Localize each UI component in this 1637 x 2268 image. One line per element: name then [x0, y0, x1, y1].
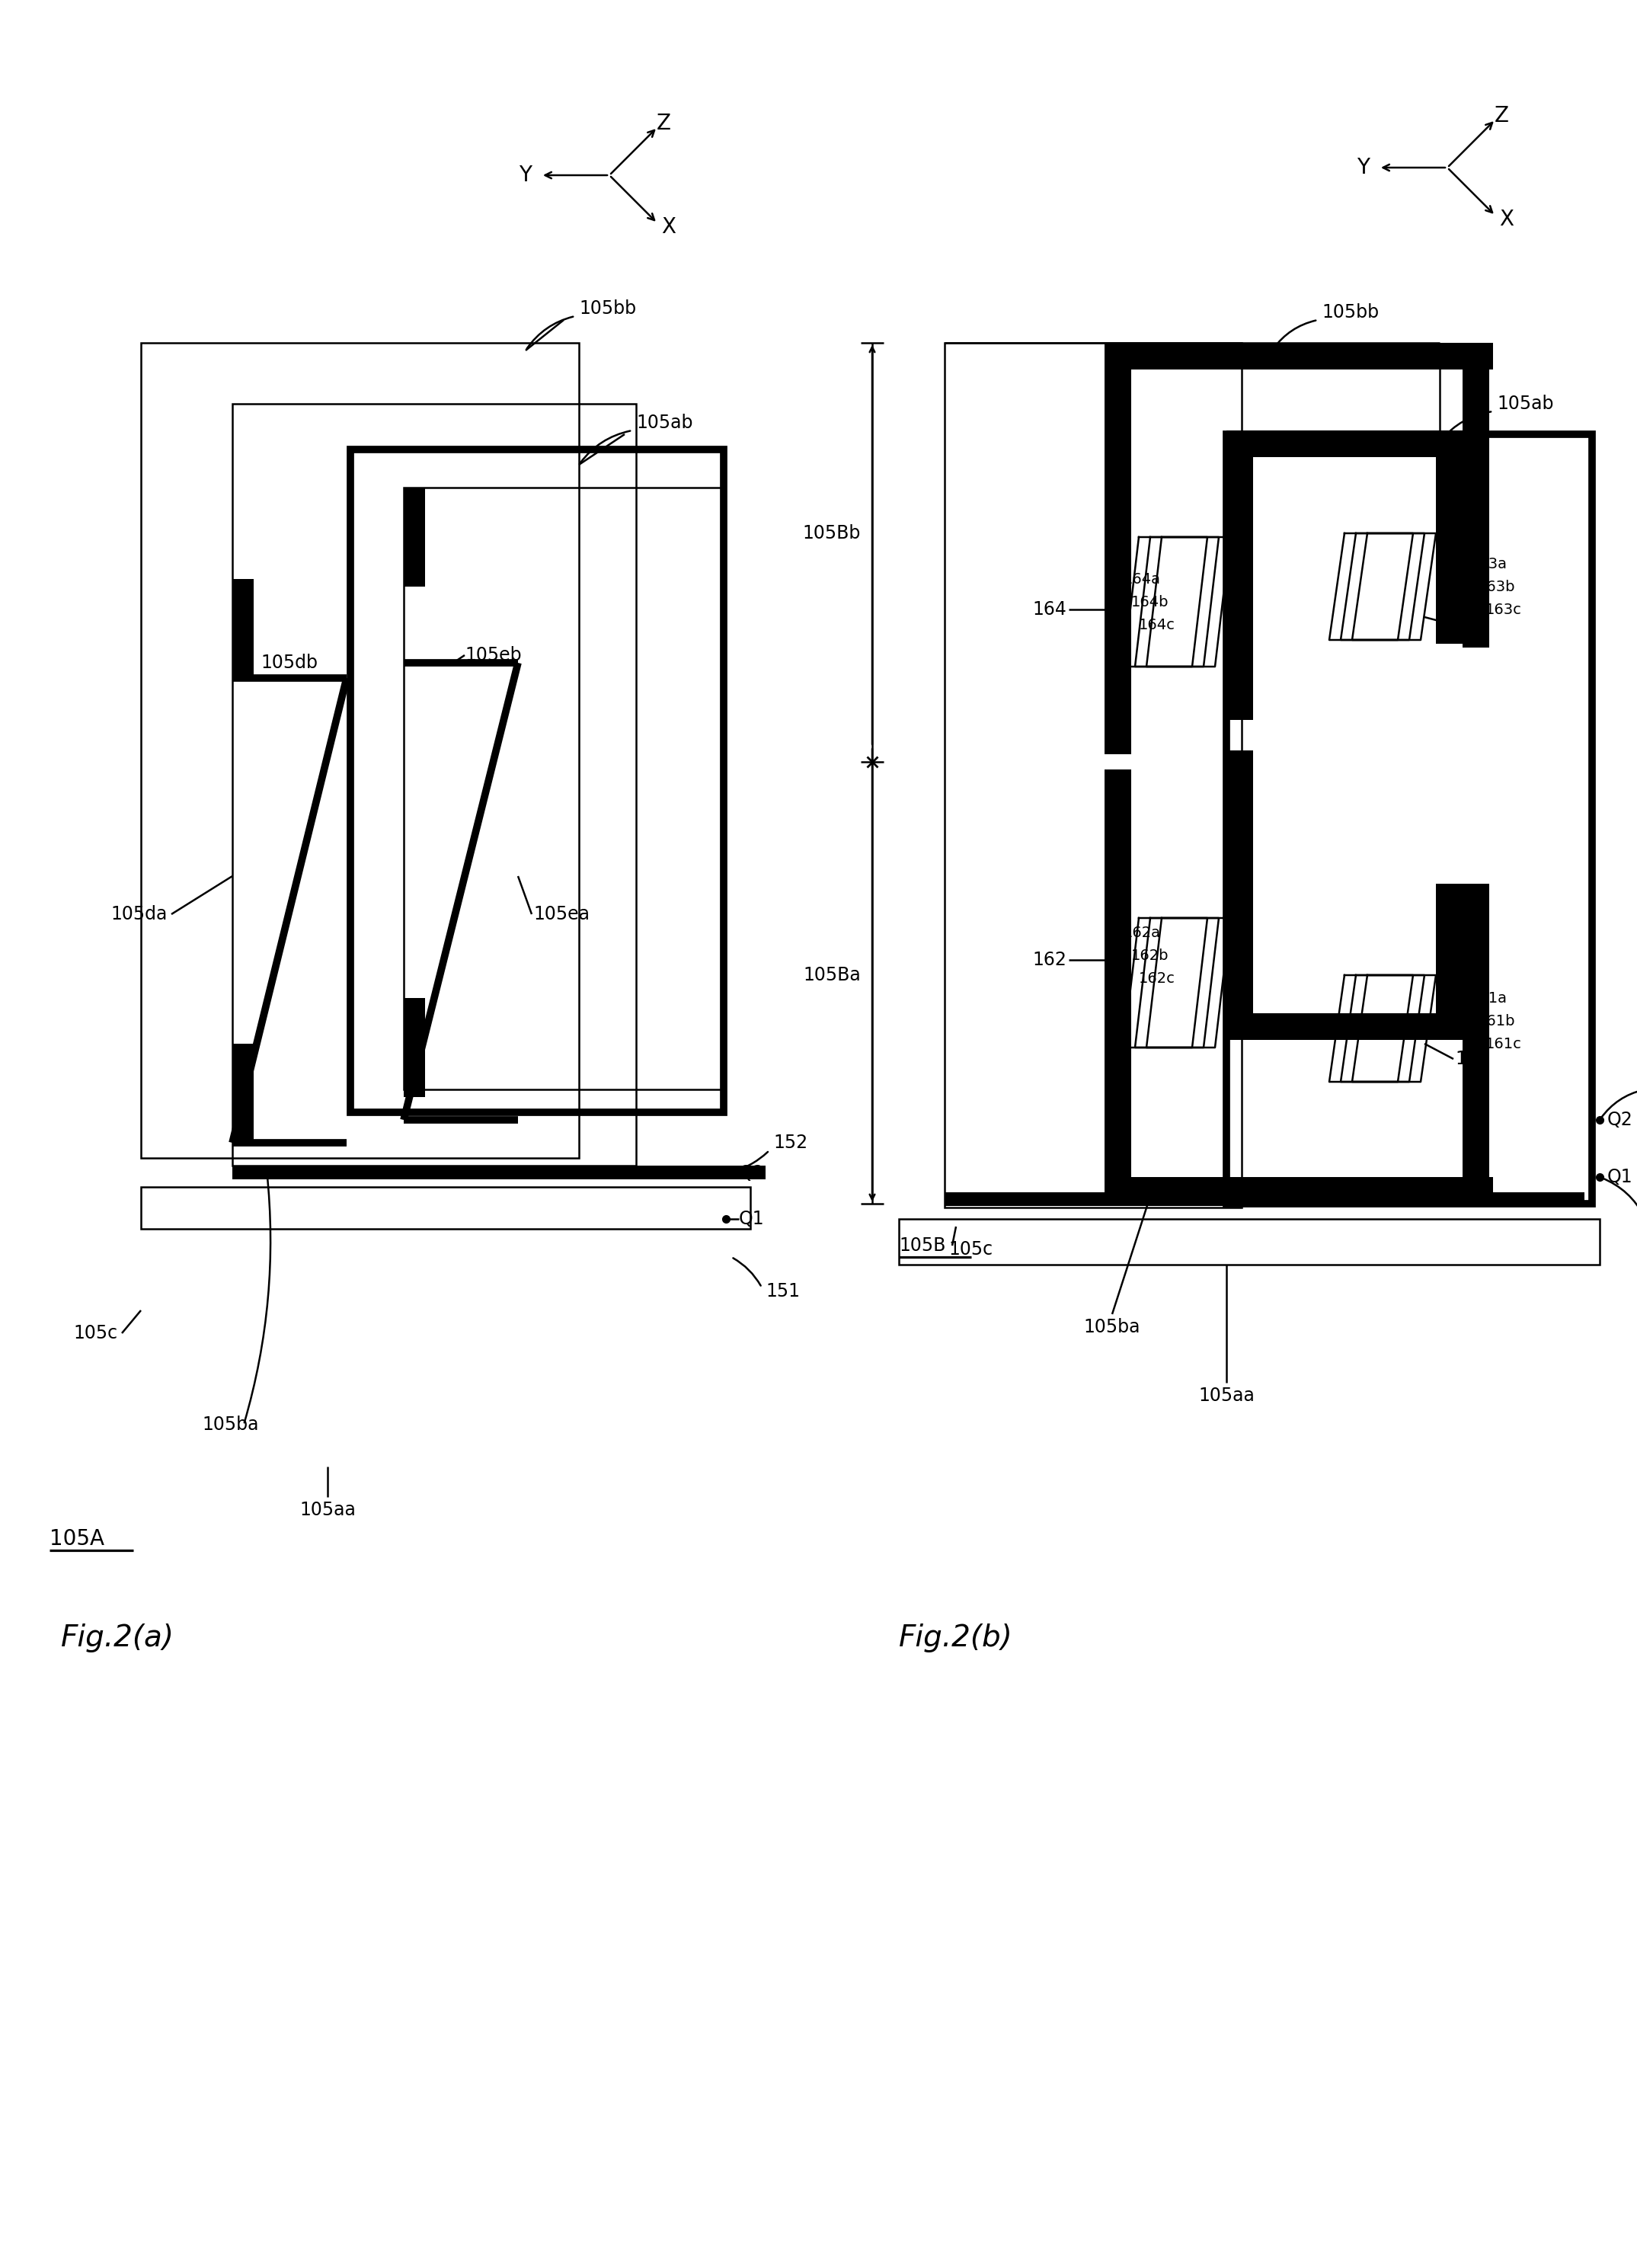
Text: Q1: Q1	[1608, 1168, 1632, 1186]
Text: 105c: 105c	[948, 1241, 992, 1259]
Text: 162: 162	[1033, 950, 1066, 968]
Bar	[404, 488, 426, 587]
Bar	[404, 488, 724, 1089]
Text: 163a: 163a	[1470, 556, 1508, 572]
Text: 105eb: 105eb	[465, 646, 522, 665]
Text: 105ba: 105ba	[201, 1415, 259, 1433]
Bar	[1105, 342, 1493, 370]
Bar	[1462, 885, 1490, 1182]
Bar	[1226, 431, 1462, 458]
Text: 161c: 161c	[1485, 1036, 1522, 1050]
Text: 164: 164	[1033, 601, 1066, 619]
Bar	[1226, 433, 1593, 1204]
Text: 105ab: 105ab	[1496, 395, 1554, 413]
Text: Z: Z	[1495, 104, 1509, 127]
Bar	[232, 1166, 766, 1179]
Bar	[232, 1043, 254, 1143]
Bar	[1105, 769, 1131, 1182]
Text: 105ba: 105ba	[1084, 1318, 1141, 1336]
Text: Fig.2(b): Fig.2(b)	[899, 1624, 1013, 1653]
Bar	[1228, 751, 1252, 773]
Bar	[1228, 762, 1252, 785]
Bar	[1462, 342, 1490, 649]
Bar	[1226, 769, 1252, 1036]
Text: Q1: Q1	[738, 1209, 764, 1227]
Text: 105bb: 105bb	[579, 299, 637, 318]
Text: 161: 161	[1455, 1050, 1490, 1068]
Text: Y: Y	[1357, 156, 1370, 179]
Bar	[141, 342, 579, 1159]
Bar	[1226, 431, 1252, 719]
Text: X: X	[1499, 209, 1514, 229]
Text: 105aa: 105aa	[1198, 1386, 1254, 1404]
Text: 164a: 164a	[1123, 572, 1161, 585]
Text: 105B: 105B	[899, 1236, 946, 1254]
Bar	[1105, 342, 1131, 755]
Text: 163c: 163c	[1485, 603, 1522, 617]
Text: 162a: 162a	[1123, 925, 1161, 941]
Text: 105db: 105db	[260, 653, 318, 671]
Text: 105Ba: 105Ba	[804, 966, 861, 984]
Bar	[899, 1218, 1599, 1266]
Text: 162c: 162c	[1139, 971, 1175, 987]
Text: 164c: 164c	[1139, 617, 1175, 633]
Bar	[350, 449, 724, 1111]
Text: X: X	[661, 215, 676, 238]
Bar	[141, 1186, 750, 1229]
Text: 164b: 164b	[1131, 594, 1169, 610]
Text: 105ab: 105ab	[637, 413, 692, 431]
Text: 105da: 105da	[111, 905, 167, 923]
Text: Y: Y	[519, 166, 532, 186]
Text: 105bb: 105bb	[1321, 304, 1378, 322]
Bar	[945, 342, 1241, 1207]
Text: 105c: 105c	[74, 1325, 118, 1343]
Bar	[1226, 1014, 1462, 1041]
Text: 151: 151	[766, 1281, 800, 1300]
Bar	[1436, 885, 1462, 1041]
Text: 105aa: 105aa	[300, 1501, 355, 1520]
Bar	[232, 404, 637, 1166]
Bar	[404, 998, 426, 1098]
Text: Z: Z	[656, 113, 671, 134]
Text: 105A: 105A	[49, 1529, 105, 1549]
Text: 163: 163	[1455, 615, 1490, 633]
Text: 152: 152	[773, 1134, 807, 1152]
Bar	[232, 578, 254, 678]
Text: 162b: 162b	[1131, 948, 1169, 964]
Bar	[1436, 431, 1462, 644]
Text: Fig.2(a): Fig.2(a)	[61, 1624, 175, 1653]
Text: Q2: Q2	[1608, 1111, 1634, 1129]
Text: 163b: 163b	[1478, 578, 1516, 594]
Text: 161a: 161a	[1470, 991, 1508, 1005]
Text: 105ea: 105ea	[534, 905, 589, 923]
Text: Q2: Q2	[738, 1163, 764, 1182]
Text: 161b: 161b	[1478, 1014, 1516, 1027]
Bar	[1105, 1177, 1493, 1204]
Text: 105Bb: 105Bb	[802, 524, 861, 542]
Bar	[945, 1193, 1585, 1207]
